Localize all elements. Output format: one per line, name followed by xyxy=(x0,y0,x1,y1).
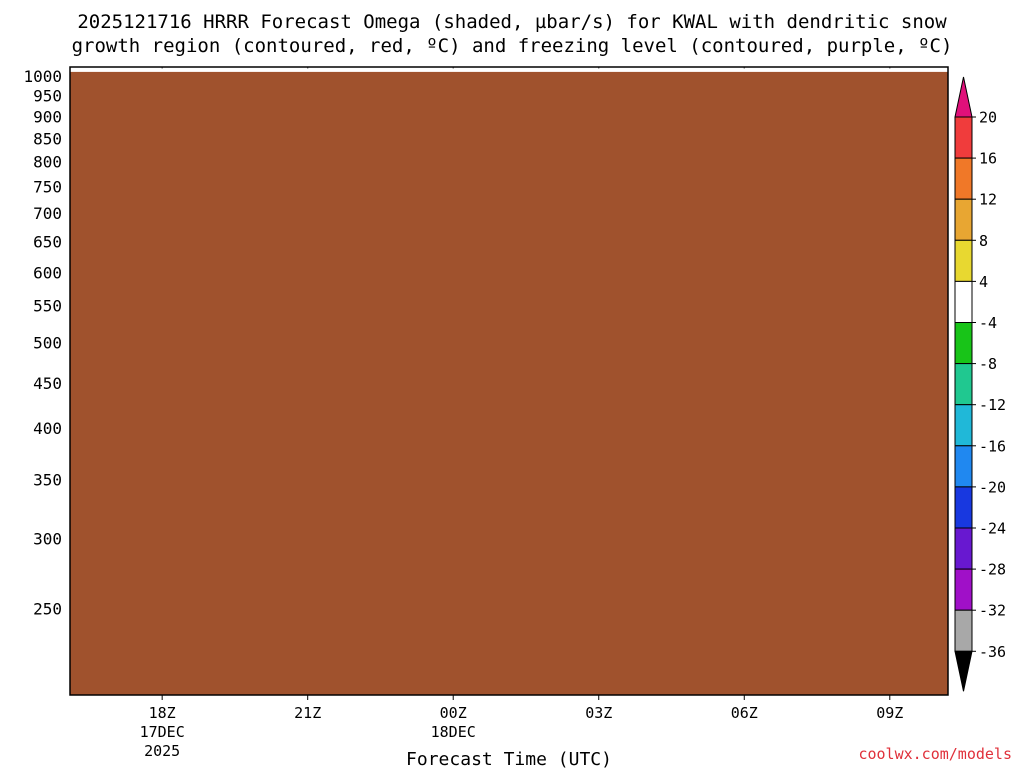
y-tick-label-700: 700 xyxy=(33,204,62,223)
y-axis-ticks: 250 300 350 400 450 500 550 600 650 700 750 800 850 9… xyxy=(23,67,62,619)
colorbar-label-16: 16 xyxy=(979,150,997,168)
colorbar-label-8: 8 xyxy=(979,232,988,250)
colorbar-swatch-16-to-20 xyxy=(954,116,973,159)
colorbar-label-4: 4 xyxy=(979,273,988,291)
colorbar-label--4: -4 xyxy=(979,314,997,332)
x-tick-label-00Z: 00Z xyxy=(440,704,467,722)
y-tick-label-350: 350 xyxy=(33,470,62,489)
colorbar-label--36: -36 xyxy=(979,643,1006,661)
colorbar-swatch-12-to-16 xyxy=(954,157,973,200)
y-tick-label-800: 800 xyxy=(33,153,62,172)
colorbar-label--8: -8 xyxy=(979,355,997,373)
colorbar-swatch--12-to--8 xyxy=(954,363,973,406)
colorbar-label--16: -16 xyxy=(979,437,1006,455)
x-axis-label: Forecast Time (UTC) xyxy=(406,749,612,768)
x-tick-label-09Z: 09Z xyxy=(876,704,903,722)
colorbar-swatch-below-36 xyxy=(954,650,973,692)
credit-text: coolwx.com/models xyxy=(858,745,1012,763)
x-tick-label-21Z: 21Z xyxy=(294,704,321,722)
plot-area: -18-12000 xyxy=(70,67,948,695)
x-tick-label-18Z: 18Z xyxy=(149,704,176,722)
colorbar-swatch--16-to--12 xyxy=(954,404,973,447)
colorbar-label--32: -32 xyxy=(979,602,1006,620)
colorbar-swatch--36-to--32 xyxy=(954,609,973,652)
y-tick-label-850: 850 xyxy=(33,129,62,148)
colorbar-swatch--28-to--24 xyxy=(954,527,973,570)
x-tick-label-03Z: 03Z xyxy=(585,704,612,722)
plot-frame xyxy=(69,66,949,696)
colorbar-swatch--32-to--28 xyxy=(954,568,973,611)
colorbar-swatch--24-to--20 xyxy=(954,486,973,529)
terrain-bar xyxy=(70,71,948,695)
x-tick-date-00Z: 18DEC xyxy=(431,723,476,741)
colorbar-swatch--8-to--4 xyxy=(954,322,973,365)
colorbar-swatch-4-to-8 xyxy=(954,239,973,282)
y-tick-label-250: 250 xyxy=(33,600,62,619)
y-tick-label-900: 900 xyxy=(33,107,62,126)
y-tick-label-600: 600 xyxy=(33,263,62,282)
colorbar-swatch--4-to-4 xyxy=(954,280,973,323)
y-tick-label-650: 650 xyxy=(33,233,62,252)
colorbar-swatch-above-20 xyxy=(954,76,973,118)
colorbar-label--20: -20 xyxy=(979,478,1006,496)
colorbar: 20 16 12 8 4 -4 -8 -12 -16 -20 -24 -28 -32 -36 xyxy=(954,76,1006,692)
y-tick-label-550: 550 xyxy=(33,297,62,316)
chart-title-line2: growth region (contoured, red, ºC) and f… xyxy=(72,35,953,57)
colorbar-label-12: 12 xyxy=(979,191,997,209)
y-tick-label-950: 950 xyxy=(33,87,62,106)
colorbar-label-20: 20 xyxy=(979,109,997,127)
y-tick-label-300: 300 xyxy=(33,530,62,549)
colorbar-label--12: -12 xyxy=(979,396,1006,414)
colorbar-swatch--20-to--16 xyxy=(954,445,973,488)
chart-title-line1: 2025121716 HRRR Forecast Omega (shaded, … xyxy=(77,11,947,33)
y-tick-label-750: 750 xyxy=(33,178,62,197)
y-tick-label-1000: 1000 xyxy=(23,67,62,86)
y-tick-label-450: 450 xyxy=(33,374,62,393)
y-tick-label-400: 400 xyxy=(33,419,62,438)
colorbar-label--24: -24 xyxy=(979,520,1006,538)
colorbar-swatch-8-to-12 xyxy=(954,198,973,241)
x-tick-date-18Z: 17DEC xyxy=(140,723,185,741)
y-tick-label-500: 500 xyxy=(33,333,62,352)
x-tick-label-06Z: 06Z xyxy=(731,704,758,722)
colorbar-label--28: -28 xyxy=(979,561,1006,579)
x-tick-year-18Z: 2025 xyxy=(144,742,180,760)
